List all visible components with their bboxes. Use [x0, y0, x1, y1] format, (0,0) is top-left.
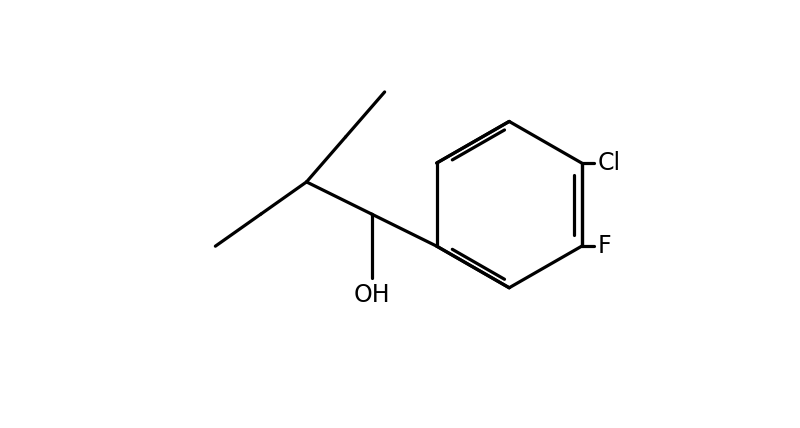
Text: OH: OH: [354, 283, 390, 307]
Text: F: F: [598, 234, 611, 258]
Text: Cl: Cl: [598, 151, 621, 175]
